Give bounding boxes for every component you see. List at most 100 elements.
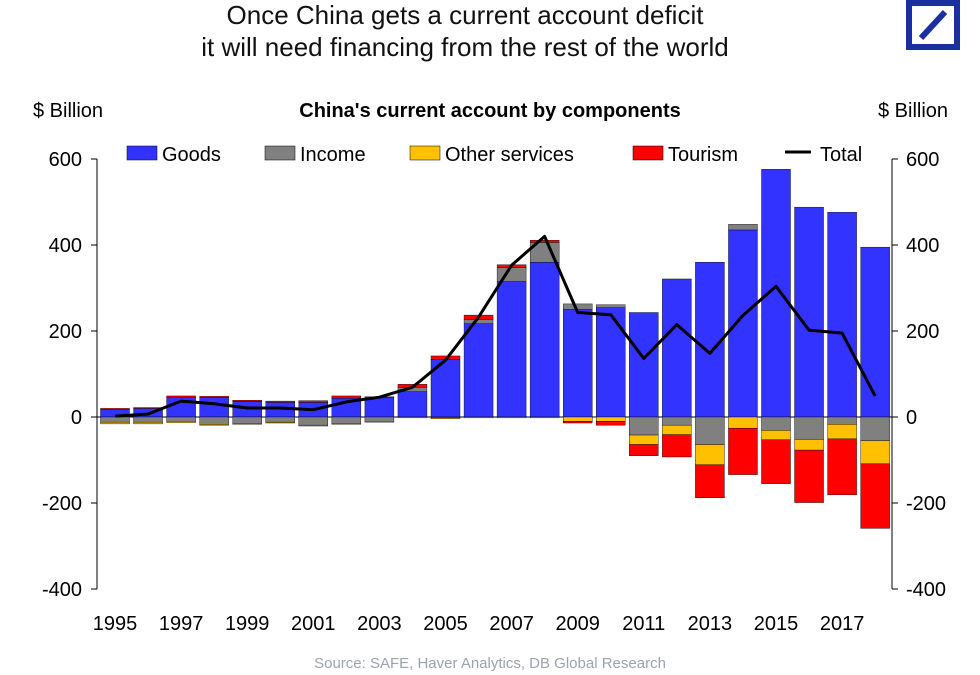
bar-other-services-2018 [860, 440, 890, 465]
bar-income-2013 [695, 416, 725, 445]
bar-income-2017 [827, 416, 857, 425]
logo-frame [906, 0, 960, 50]
bar-income-2016 [794, 416, 824, 440]
right-tick-label: -400 [906, 579, 946, 601]
legend-swatch-goods [126, 145, 158, 161]
bar-goods-2017 [827, 212, 857, 418]
bar-tourism-2010 [596, 421, 626, 426]
bar-income-2010 [596, 304, 626, 308]
bar-goods-2012 [662, 278, 692, 418]
bar-goods-2004 [397, 391, 428, 418]
source-note: Source: SAFE, Haver Analytics, DB Global… [314, 655, 666, 672]
bar-goods-2018 [860, 246, 890, 418]
left-tick-label: -200 [42, 493, 82, 515]
legend-swatch-other-services [409, 145, 441, 161]
legend-label-goods: Goods [162, 144, 221, 166]
bar-tourism-2002 [331, 395, 362, 399]
bar-tourism-1999 [232, 400, 262, 402]
bar-other-services-2000 [265, 421, 295, 424]
bar-income-2014 [728, 224, 758, 231]
bar-income-2015 [761, 416, 791, 431]
bar-income-1997 [166, 416, 196, 422]
bar-income-2009 [563, 303, 593, 310]
bar-tourism-2016 [794, 449, 824, 503]
bar-income-1995 [100, 416, 130, 423]
bar-other-services-1999 [232, 423, 262, 425]
bar-goods-2011 [629, 312, 659, 418]
left-tick-label: -400 [42, 579, 82, 601]
x-tick-label-2001: 2001 [291, 613, 336, 635]
bar-goods-1998 [199, 397, 229, 418]
bar-goods-2014 [728, 229, 758, 418]
bar-tourism-2009 [563, 421, 593, 424]
bar-tourism-2017 [827, 438, 857, 496]
right-tick-label: -200 [906, 493, 946, 515]
bar-tourism-1998 [199, 396, 229, 398]
bar-other-services-2014 [728, 416, 758, 429]
x-tick-label-2013: 2013 [688, 613, 733, 635]
legend-label-other-services: Other services [445, 144, 574, 166]
bar-tourism-2015 [761, 439, 791, 484]
bar-other-services-2005 [430, 417, 461, 419]
bar-income-2003 [364, 416, 395, 422]
bar-other-services-2009 [563, 416, 593, 422]
bar-tourism-2018 [860, 463, 890, 529]
bar-goods-2010 [596, 307, 626, 418]
legend-label-total: Total [820, 144, 862, 166]
bar-other-services-2015 [761, 430, 791, 440]
legend-swatch-income [264, 145, 296, 161]
x-tick-label-2005: 2005 [423, 613, 468, 635]
right-tick-label: 0 [906, 407, 917, 429]
bar-tourism-2012 [662, 434, 692, 458]
bar-income-2001 [298, 416, 328, 426]
bar-tourism-2013 [695, 464, 725, 499]
left-tick-label: 0 [71, 407, 82, 429]
left-tick-label: 200 [49, 321, 82, 343]
bar-goods-2015 [761, 169, 791, 418]
legend-label-tourism: Tourism [668, 144, 738, 166]
bar-income-2018 [860, 416, 890, 441]
x-tick-label-2015: 2015 [754, 613, 799, 635]
bar-income-1999 [232, 416, 262, 424]
bar-other-services-1997 [166, 421, 196, 423]
bar-other-services-1998 [199, 424, 229, 426]
legend-label-income: Income [300, 144, 366, 166]
bar-tourism-1995 [100, 408, 130, 410]
bar-tourism-2008 [529, 240, 560, 243]
bar-tourism-2000 [265, 400, 295, 403]
bar-goods-2003 [364, 397, 395, 418]
bar-other-services-1995 [100, 421, 130, 425]
bar-other-services-2002 [331, 423, 362, 425]
logo-slash [918, 9, 948, 41]
x-tick-label-2011: 2011 [622, 613, 665, 635]
x-tick-label-2009: 2009 [555, 613, 600, 635]
bar-tourism-2014 [728, 427, 758, 475]
bar-other-services-2003 [364, 421, 395, 423]
x-tick-label-1997: 1997 [159, 613, 204, 635]
left-tick-label: 400 [49, 235, 82, 257]
bar-income-2000 [265, 416, 295, 423]
bar-income-2012 [662, 416, 692, 426]
bar-tourism-1996 [133, 407, 163, 409]
total-line [114, 234, 877, 418]
bar-income-2002 [331, 416, 362, 424]
x-tick-label-2007: 2007 [489, 613, 534, 635]
bar-other-services-1996 [133, 421, 163, 425]
deutsche-bank-logo [906, 0, 960, 50]
bar-other-services-2007 [496, 416, 527, 419]
x-tick-label-1995: 1995 [93, 613, 138, 635]
bar-tourism-2011 [629, 444, 659, 456]
bar-income-1996 [133, 416, 163, 423]
bar-other-services-2001 [298, 424, 328, 427]
bar-other-services-2016 [794, 439, 824, 451]
bar-goods-2013 [695, 262, 725, 418]
bar-other-services-2013 [695, 444, 725, 465]
bar-other-services-2004 [397, 416, 428, 419]
bar-goods-2016 [794, 206, 824, 418]
bar-income-2006 [463, 319, 494, 324]
bar-other-services-2010 [596, 416, 626, 422]
bar-tourism-2001 [298, 400, 328, 403]
bar-goods-2006 [463, 323, 494, 418]
bar-other-services-2012 [662, 424, 692, 435]
